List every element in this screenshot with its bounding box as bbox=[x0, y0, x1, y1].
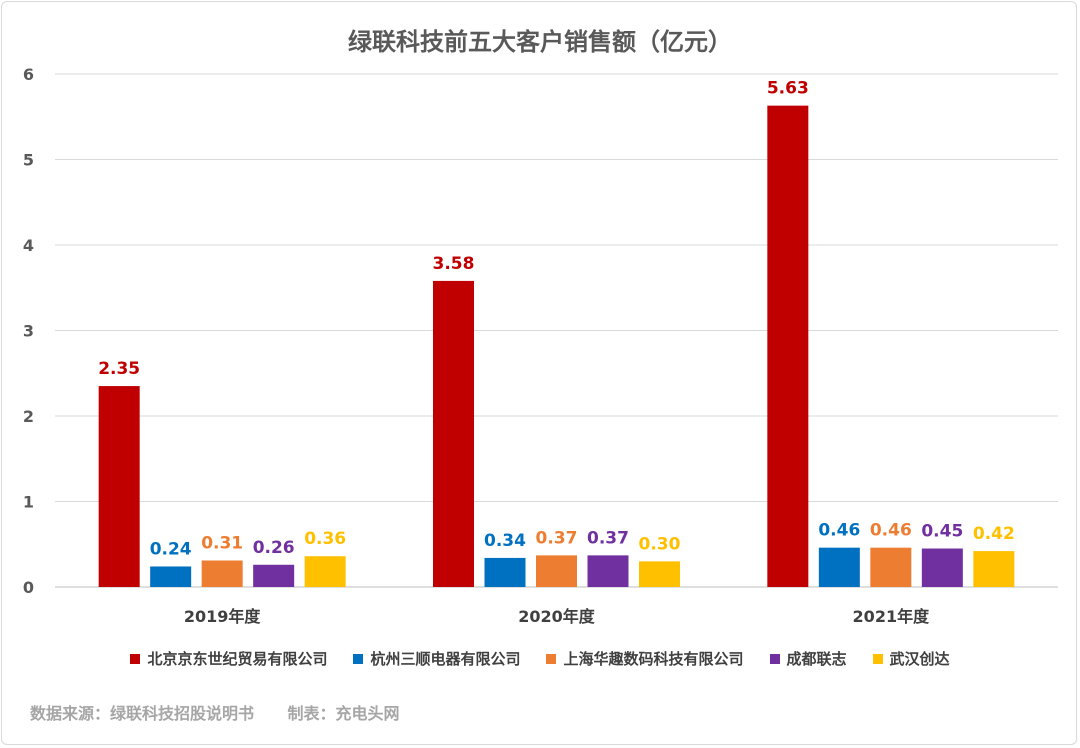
bar bbox=[767, 105, 809, 587]
bar bbox=[587, 555, 629, 587]
data-label: 5.63 bbox=[767, 79, 809, 99]
bar bbox=[870, 547, 912, 587]
data-label: 0.45 bbox=[921, 522, 963, 542]
legend-item: 上海华趣数码科技有限公司 bbox=[546, 648, 744, 669]
legend-swatch bbox=[353, 653, 364, 664]
source-note: 数据来源：绿联科技招股说明书 制表：充电头网 bbox=[30, 700, 399, 724]
bar bbox=[818, 547, 860, 587]
maker-text: 制表：充电头网 bbox=[287, 704, 400, 723]
data-label: 3.58 bbox=[433, 254, 475, 274]
bar bbox=[253, 564, 295, 587]
data-label: 2.35 bbox=[98, 359, 140, 379]
bar bbox=[536, 555, 577, 587]
y-tick-label: 2 bbox=[23, 407, 34, 426]
data-label: 0.37 bbox=[536, 528, 578, 548]
bar-chart: 0 1 2 3 4 5 6 2.35 0.24 0.31 0.26 0.36 2019年度 3.58 0.3… bbox=[23, 65, 1058, 626]
legend-item: 成都联志 bbox=[769, 648, 847, 669]
y-tick-label: 0 bbox=[23, 578, 34, 597]
y-tick-label: 1 bbox=[23, 493, 34, 512]
legend-swatch bbox=[769, 653, 780, 664]
legend-swatch bbox=[546, 653, 557, 664]
data-label: 0.37 bbox=[587, 528, 629, 548]
y-tick-label: 5 bbox=[23, 151, 34, 170]
data-label: 0.24 bbox=[150, 539, 192, 559]
legend-swatch bbox=[130, 653, 141, 664]
x-tick-label: 2019年度 bbox=[184, 607, 262, 626]
data-label: 0.46 bbox=[870, 521, 912, 541]
legend-item: 武汉创达 bbox=[872, 648, 950, 669]
data-label: 0.36 bbox=[304, 529, 346, 549]
source-text: 数据来源：绿联科技招股说明书 bbox=[30, 704, 255, 723]
chart-legend: 北京京东世纪贸易有限公司 杭州三顺电器有限公司 上海华趣数码科技有限公司 成都联志 武汉… bbox=[0, 648, 1080, 669]
legend-label: 北京京东世纪贸易有限公司 bbox=[147, 650, 328, 668]
bar bbox=[484, 557, 526, 587]
data-label: 0.31 bbox=[201, 533, 243, 553]
y-tick-label: 3 bbox=[23, 322, 34, 341]
y-tick-label: 6 bbox=[23, 65, 34, 84]
data-label: 0.42 bbox=[973, 524, 1015, 544]
y-tick-label: 4 bbox=[23, 236, 34, 255]
data-label: 0.34 bbox=[484, 531, 526, 551]
legend-item: 杭州三顺电器有限公司 bbox=[353, 648, 520, 669]
data-label: 0.30 bbox=[639, 534, 681, 554]
data-label: 0.46 bbox=[818, 521, 860, 541]
legend-item: 北京京东世纪贸易有限公司 bbox=[130, 648, 327, 669]
x-tick-label: 2020年度 bbox=[518, 607, 596, 626]
chart-title: 绿联科技前五大客户销售额（亿元） bbox=[348, 28, 732, 56]
bar bbox=[639, 561, 680, 587]
x-tick-label: 2021年度 bbox=[853, 607, 931, 626]
bar bbox=[433, 280, 474, 587]
bar bbox=[98, 386, 140, 587]
bar bbox=[150, 566, 192, 587]
bar bbox=[921, 548, 963, 587]
bar bbox=[304, 556, 346, 587]
bar bbox=[201, 560, 243, 587]
legend-label: 上海华趣数码科技有限公司 bbox=[563, 650, 744, 668]
data-label: 0.26 bbox=[253, 538, 295, 558]
legend-swatch bbox=[872, 653, 883, 664]
legend-label: 杭州三顺电器有限公司 bbox=[370, 650, 521, 668]
bar bbox=[973, 551, 1015, 587]
legend-label: 成都联志 bbox=[786, 650, 847, 668]
legend-label: 武汉创达 bbox=[889, 650, 950, 668]
